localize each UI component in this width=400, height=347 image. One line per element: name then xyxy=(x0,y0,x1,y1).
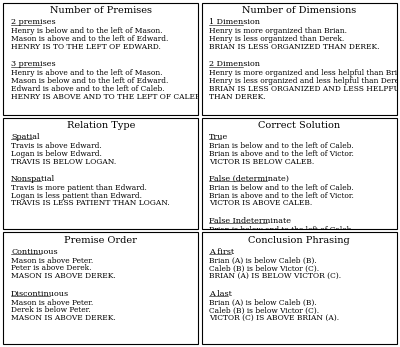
Text: Travis is above Edward.: Travis is above Edward. xyxy=(11,142,102,150)
Text: Caleb (B) is below Victor (C).: Caleb (B) is below Victor (C). xyxy=(210,306,320,314)
Text: Henry is less organized and less helpful than Derek.: Henry is less organized and less helpful… xyxy=(210,77,400,85)
Text: VICTOR IS ABOVE CALEB.: VICTOR IS ABOVE CALEB. xyxy=(210,200,313,208)
Text: Logan is less patient than Edward.: Logan is less patient than Edward. xyxy=(11,192,142,200)
Text: Mason is below and to the left of Edward.: Mason is below and to the left of Edward… xyxy=(11,77,168,85)
Text: TRAVIS IS LESS PATIENT THAN LOGAN.: TRAVIS IS LESS PATIENT THAN LOGAN. xyxy=(11,200,170,208)
Text: BRIAN IS LESS ORGANIZED AND LESS HELPFUL: BRIAN IS LESS ORGANIZED AND LESS HELPFUL xyxy=(210,85,400,93)
Text: MASON IS ABOVE DEREK.: MASON IS ABOVE DEREK. xyxy=(11,314,116,322)
Text: Henry is more organized than Brian.: Henry is more organized than Brian. xyxy=(210,27,348,35)
Text: 2 Dimension: 2 Dimension xyxy=(210,60,260,68)
Text: Brian is below and to the left of Caleb.: Brian is below and to the left of Caleb. xyxy=(210,184,354,192)
Text: Derek is below Peter.: Derek is below Peter. xyxy=(11,306,91,314)
Text: Brian is below and to the left of Caleb.: Brian is below and to the left of Caleb. xyxy=(210,226,354,234)
Text: False (determinate): False (determinate) xyxy=(210,175,290,183)
Text: Nonspatial: Nonspatial xyxy=(11,175,55,183)
Text: Brian (A) is below Caleb (B).: Brian (A) is below Caleb (B). xyxy=(210,257,317,265)
Text: Edward is above and to the left of Caleb.: Edward is above and to the left of Caleb… xyxy=(11,85,165,93)
Text: Mason is above and to the left of Edward.: Mason is above and to the left of Edward… xyxy=(11,35,168,43)
Text: Number of Dimensions: Number of Dimensions xyxy=(242,6,356,15)
Text: Number of Premises: Number of Premises xyxy=(50,6,152,15)
Text: VICTOR (C) IS ABOVE BRIAN (A).: VICTOR (C) IS ABOVE BRIAN (A). xyxy=(210,314,340,322)
Text: 1 Dimension: 1 Dimension xyxy=(210,18,260,26)
Text: VICTOR IS BELOW CALEB.: VICTOR IS BELOW CALEB. xyxy=(210,158,315,166)
Text: Spatial: Spatial xyxy=(11,133,40,141)
Text: Brian is above and to the left of Victor.: Brian is above and to the left of Victor… xyxy=(210,192,354,200)
Text: THAN DEREK.: THAN DEREK. xyxy=(210,93,266,101)
Text: Brian is below and to the left of Caleb.: Brian is below and to the left of Caleb. xyxy=(210,142,354,150)
Text: Brian is above and to the left of Victor.: Brian is above and to the left of Victor… xyxy=(210,150,354,158)
Text: Henry is more organized and less helpful than Brian.: Henry is more organized and less helpful… xyxy=(210,69,400,77)
Text: Logan is below Edward.: Logan is below Edward. xyxy=(11,150,102,158)
Text: HENRY IS TO THE LEFT OF EDWARD.: HENRY IS TO THE LEFT OF EDWARD. xyxy=(11,43,161,51)
Text: A last: A last xyxy=(210,290,232,298)
Text: VICTOR IS ABOVE AND TO THE RIGHT OF CALEB.: VICTOR IS ABOVE AND TO THE RIGHT OF CALE… xyxy=(210,242,400,249)
Text: Continuous: Continuous xyxy=(11,248,58,256)
Text: Henry is less organized than Derek.: Henry is less organized than Derek. xyxy=(210,35,345,43)
Text: True: True xyxy=(210,133,229,141)
Text: Mason is above Peter.: Mason is above Peter. xyxy=(11,257,93,265)
Text: Victor is above and to the right of Brian.: Victor is above and to the right of Bria… xyxy=(210,234,361,242)
Text: 2 premises: 2 premises xyxy=(11,18,56,26)
Text: Brian (A) is below Caleb (B).: Brian (A) is below Caleb (B). xyxy=(210,298,317,306)
Text: HENRY IS ABOVE AND TO THE LEFT OF CALEB.: HENRY IS ABOVE AND TO THE LEFT OF CALEB. xyxy=(11,93,203,101)
Text: BRIAN (A) IS BELOW VICTOR (C).: BRIAN (A) IS BELOW VICTOR (C). xyxy=(210,272,342,280)
Text: Relation Type: Relation Type xyxy=(67,121,135,130)
Text: BRIAN IS LESS ORGANIZED THAN DEREK.: BRIAN IS LESS ORGANIZED THAN DEREK. xyxy=(210,43,380,51)
Text: Conclusion Phrasing: Conclusion Phrasing xyxy=(248,236,350,245)
Text: Henry is below and to the left of Mason.: Henry is below and to the left of Mason. xyxy=(11,27,162,35)
Text: Premise Order: Premise Order xyxy=(64,236,137,245)
Text: Mason is above Peter.: Mason is above Peter. xyxy=(11,298,93,306)
Text: Discontinuous: Discontinuous xyxy=(11,290,69,298)
Text: Henry is above and to the left of Mason.: Henry is above and to the left of Mason. xyxy=(11,69,162,77)
Text: A first: A first xyxy=(210,248,234,256)
Text: MASON IS ABOVE DEREK.: MASON IS ABOVE DEREK. xyxy=(11,272,116,280)
Text: Caleb (B) is below Victor (C).: Caleb (B) is below Victor (C). xyxy=(210,264,320,272)
Text: Travis is more patient than Edward.: Travis is more patient than Edward. xyxy=(11,184,147,192)
Text: Peter is above Derek.: Peter is above Derek. xyxy=(11,264,92,272)
Text: 3 premises: 3 premises xyxy=(11,60,56,68)
Text: False Indeterminate: False Indeterminate xyxy=(210,217,292,225)
Text: TRAVIS IS BELOW LOGAN.: TRAVIS IS BELOW LOGAN. xyxy=(11,158,116,166)
Text: Correct Solution: Correct Solution xyxy=(258,121,340,130)
